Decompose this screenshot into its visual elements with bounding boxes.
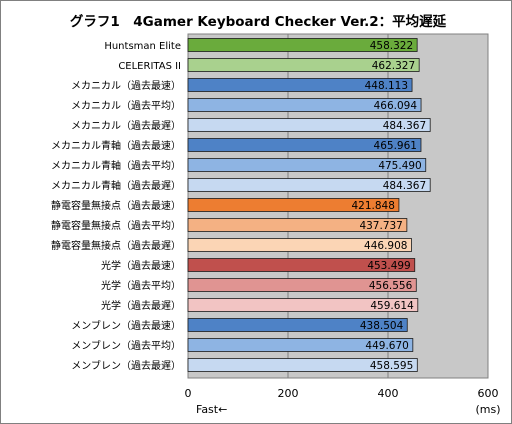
bar-value-label: 438.504 — [360, 320, 404, 332]
category-label: メカニカル（過去最速） — [71, 80, 181, 92]
chart-title: グラフ1 4Gamer Keyboard Checker Ver.2：平均遅延 — [70, 13, 447, 30]
category-label: 光学（過去最遅） — [101, 299, 181, 312]
category-label: 光学（過去平均） — [101, 279, 181, 292]
bar-value-label: 437.737 — [359, 220, 402, 232]
bar-value-label: 462.327 — [372, 60, 415, 72]
bar — [187, 338, 414, 352]
bar-value-label: 484.367 — [383, 120, 426, 132]
bar — [187, 278, 417, 292]
bar — [187, 298, 419, 312]
category-label: 静電容量無接点（過去平均） — [51, 219, 181, 232]
bar-value-label: 466.094 — [374, 100, 418, 112]
bar — [187, 178, 431, 192]
bar — [187, 118, 431, 132]
x-tick-label: 400 — [378, 387, 399, 400]
bar — [187, 198, 400, 212]
x-tick-label: 0 — [185, 387, 192, 400]
bar-value-label: 459.614 — [370, 300, 414, 312]
bar — [187, 258, 416, 272]
bar-value-label: 458.595 — [370, 360, 413, 372]
bar-value-label: 484.367 — [383, 180, 426, 192]
bar — [187, 138, 422, 152]
bar — [187, 358, 418, 372]
x-unit-label: (ms) — [475, 403, 500, 416]
category-label: メカニカル青軸（過去最遅） — [51, 179, 181, 192]
bar-value-label: 446.908 — [364, 240, 407, 252]
x-tick-label: 600 — [478, 387, 499, 400]
category-label: 光学（過去最速） — [101, 259, 181, 272]
category-label: メカニカル（過去平均） — [71, 100, 181, 112]
bar-value-label: 421.848 — [352, 200, 395, 212]
category-label: メンブレン（過去最遅） — [71, 359, 181, 372]
bar — [187, 218, 408, 232]
bars — [187, 38, 431, 372]
category-label: 静電容量無接点（過去最遅） — [51, 239, 181, 252]
value-labels: 458.322 462.327 448.113 466.094 484.367 465.9… — [352, 40, 427, 372]
bar-value-label: 456.556 — [369, 280, 413, 292]
category-label: 静電容量無接点（過去最速） — [51, 199, 181, 212]
x-tick-label: 200 — [278, 387, 299, 400]
category-label: メカニカル青軸（過去最速） — [51, 139, 181, 152]
bar-value-label: 458.322 — [370, 40, 413, 52]
x-direction-note: Fast← — [196, 403, 227, 416]
bar — [187, 238, 412, 252]
bar — [187, 38, 418, 52]
bar-value-label: 475.490 — [378, 160, 421, 172]
bar — [187, 78, 413, 92]
category-label: メンブレン（過去平均） — [71, 339, 181, 352]
category-labels: Huntsman Elite CELERITAS II メカニカル（過去最速） メカニ… — [51, 41, 181, 372]
category-label: メンブレン（過去最速） — [71, 319, 181, 332]
category-label: Huntsman Elite — [104, 41, 181, 52]
category-label: メカニカル（過去最遅） — [71, 120, 181, 132]
bar — [187, 98, 422, 112]
bar-value-label: 453.499 — [367, 260, 410, 272]
bar-value-label: 448.113 — [365, 80, 408, 92]
bar — [187, 158, 427, 172]
bar — [187, 318, 408, 332]
bar — [187, 58, 420, 72]
category-label: メカニカル青軸（過去平均） — [51, 159, 181, 172]
bar-value-label: 449.670 — [365, 340, 408, 352]
x-tick-labels: 0 200 400 600 — [185, 387, 499, 400]
bar-value-label: 465.961 — [374, 140, 417, 152]
category-label: CELERITAS II — [118, 61, 181, 72]
